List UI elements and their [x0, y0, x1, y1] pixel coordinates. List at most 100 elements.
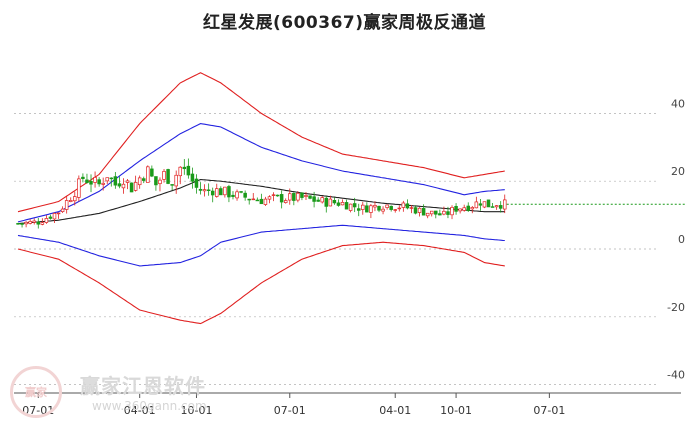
candle-body — [304, 195, 308, 197]
candle-body — [425, 212, 430, 217]
candle-body — [20, 223, 24, 225]
candle-body — [503, 199, 507, 210]
candle-body — [401, 202, 406, 208]
y-tick-label: 0 — [678, 233, 685, 246]
candle-body — [227, 186, 231, 198]
candlesticks — [16, 158, 507, 229]
candle-body — [125, 180, 130, 183]
candle-body — [296, 192, 300, 201]
candle-body — [365, 205, 369, 213]
candle-body — [77, 178, 81, 198]
y-tick-label: 20 — [671, 165, 685, 178]
candle-body — [308, 195, 312, 199]
candle-body — [434, 210, 438, 215]
candle-body — [64, 200, 69, 210]
candle-body — [292, 193, 296, 201]
candle-body — [121, 183, 126, 189]
candle-body — [113, 176, 118, 186]
candle-body — [243, 192, 247, 198]
candle-body — [454, 205, 458, 212]
candle-body — [202, 189, 207, 192]
candle-body — [446, 211, 450, 215]
candle-body — [442, 210, 446, 215]
candle-body — [117, 183, 122, 187]
candle-body — [263, 198, 268, 205]
candle-body — [146, 166, 150, 183]
candle-body — [251, 198, 256, 201]
candle-body — [97, 179, 101, 185]
x-tick-label: 10-01 — [180, 404, 212, 417]
candle-body — [154, 176, 158, 186]
candle-body — [336, 202, 341, 206]
candle-body — [397, 207, 402, 210]
candle-body — [438, 213, 442, 216]
candle-body — [28, 221, 32, 224]
candle-body — [324, 197, 329, 207]
candle-body — [16, 223, 20, 225]
candle-body — [32, 220, 36, 223]
candle-body — [356, 208, 361, 211]
candle-body — [413, 207, 418, 214]
candle-body — [275, 194, 280, 197]
candle-body — [219, 188, 223, 196]
candle-body — [417, 207, 422, 213]
x-tick-label: 07-01 — [533, 404, 565, 417]
candle-body — [150, 168, 154, 177]
candle-body — [56, 212, 61, 215]
candle-body — [288, 193, 292, 201]
candle-body — [190, 173, 195, 182]
candle-body — [381, 208, 385, 212]
candle-body — [93, 177, 97, 183]
candle-body — [133, 182, 138, 191]
candle-body — [210, 190, 215, 196]
band-outer_lower — [17, 241, 505, 325]
candle-body — [470, 207, 475, 210]
candle-body — [255, 199, 260, 202]
candle-body — [81, 176, 85, 179]
candle-body — [429, 210, 434, 215]
candle-body — [373, 205, 377, 208]
candle-body — [170, 184, 174, 186]
candle-body — [48, 216, 53, 219]
candle-body — [279, 194, 284, 203]
candle-body — [474, 201, 479, 209]
candle-body — [369, 205, 373, 213]
candle-body — [194, 178, 199, 188]
candle-body — [186, 165, 191, 176]
candle-body — [129, 182, 134, 193]
candle-body — [478, 203, 483, 206]
candle-body — [490, 206, 495, 208]
candle-body — [223, 186, 227, 196]
candle-body — [137, 177, 142, 186]
candle-body — [73, 196, 77, 202]
candle-body — [316, 199, 320, 202]
candle-body — [174, 174, 178, 187]
candle-body — [162, 171, 166, 180]
candle-body — [409, 207, 414, 209]
candle-body — [166, 169, 170, 184]
candle-body — [498, 205, 503, 209]
gridlines — [14, 113, 659, 385]
candle-body — [283, 200, 288, 203]
candle-body — [68, 200, 73, 202]
candle-body — [421, 208, 426, 216]
watermark-text: 赢家江恩软件 — [80, 374, 206, 398]
candle-body — [247, 198, 251, 201]
candle-body — [24, 221, 28, 225]
candle-body — [44, 218, 49, 223]
candle-body — [393, 209, 397, 211]
candle-body — [352, 203, 357, 208]
candle-body — [178, 166, 183, 177]
candle-body — [344, 202, 349, 210]
candle-body — [267, 196, 272, 200]
x-tick-label: 04-01 — [379, 404, 411, 417]
candle-body — [486, 199, 491, 208]
candle-body — [389, 205, 393, 210]
chart-title: 红星发展(600367)赢家周极反通道 — [202, 13, 486, 33]
x-tick-label: 10-01 — [440, 404, 472, 417]
candle-body — [361, 204, 365, 210]
candle-body — [85, 179, 89, 183]
candle-body — [89, 180, 93, 185]
candle-body — [101, 182, 105, 185]
